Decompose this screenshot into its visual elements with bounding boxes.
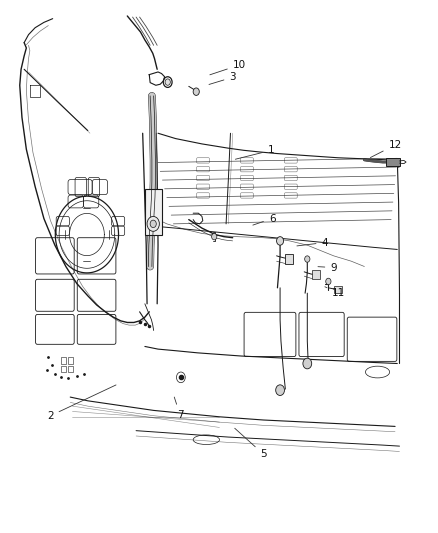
Text: 1: 1 bbox=[235, 146, 274, 159]
Bar bbox=[68, 357, 73, 364]
Circle shape bbox=[150, 220, 156, 228]
Bar bbox=[60, 366, 66, 372]
Bar bbox=[311, 270, 319, 279]
Text: 5: 5 bbox=[234, 428, 266, 459]
Bar bbox=[68, 366, 73, 372]
Text: 7: 7 bbox=[174, 397, 183, 419]
Circle shape bbox=[325, 278, 330, 285]
Circle shape bbox=[304, 256, 309, 262]
Text: 12: 12 bbox=[370, 140, 401, 158]
Text: 10: 10 bbox=[209, 60, 245, 75]
Circle shape bbox=[193, 88, 199, 95]
Circle shape bbox=[147, 216, 159, 231]
Text: 2: 2 bbox=[47, 385, 116, 421]
Circle shape bbox=[275, 385, 284, 395]
Text: 3: 3 bbox=[208, 72, 236, 84]
Circle shape bbox=[302, 358, 311, 369]
Bar bbox=[145, 189, 161, 235]
Circle shape bbox=[276, 237, 283, 245]
Bar bbox=[285, 254, 293, 264]
Text: 9: 9 bbox=[317, 263, 336, 272]
Text: 6: 6 bbox=[252, 214, 275, 225]
Bar bbox=[385, 158, 399, 166]
Circle shape bbox=[211, 233, 216, 240]
Text: 11: 11 bbox=[324, 287, 345, 298]
Text: 4: 4 bbox=[296, 238, 328, 247]
Bar bbox=[60, 357, 66, 364]
Bar bbox=[333, 286, 342, 293]
Circle shape bbox=[165, 79, 170, 85]
